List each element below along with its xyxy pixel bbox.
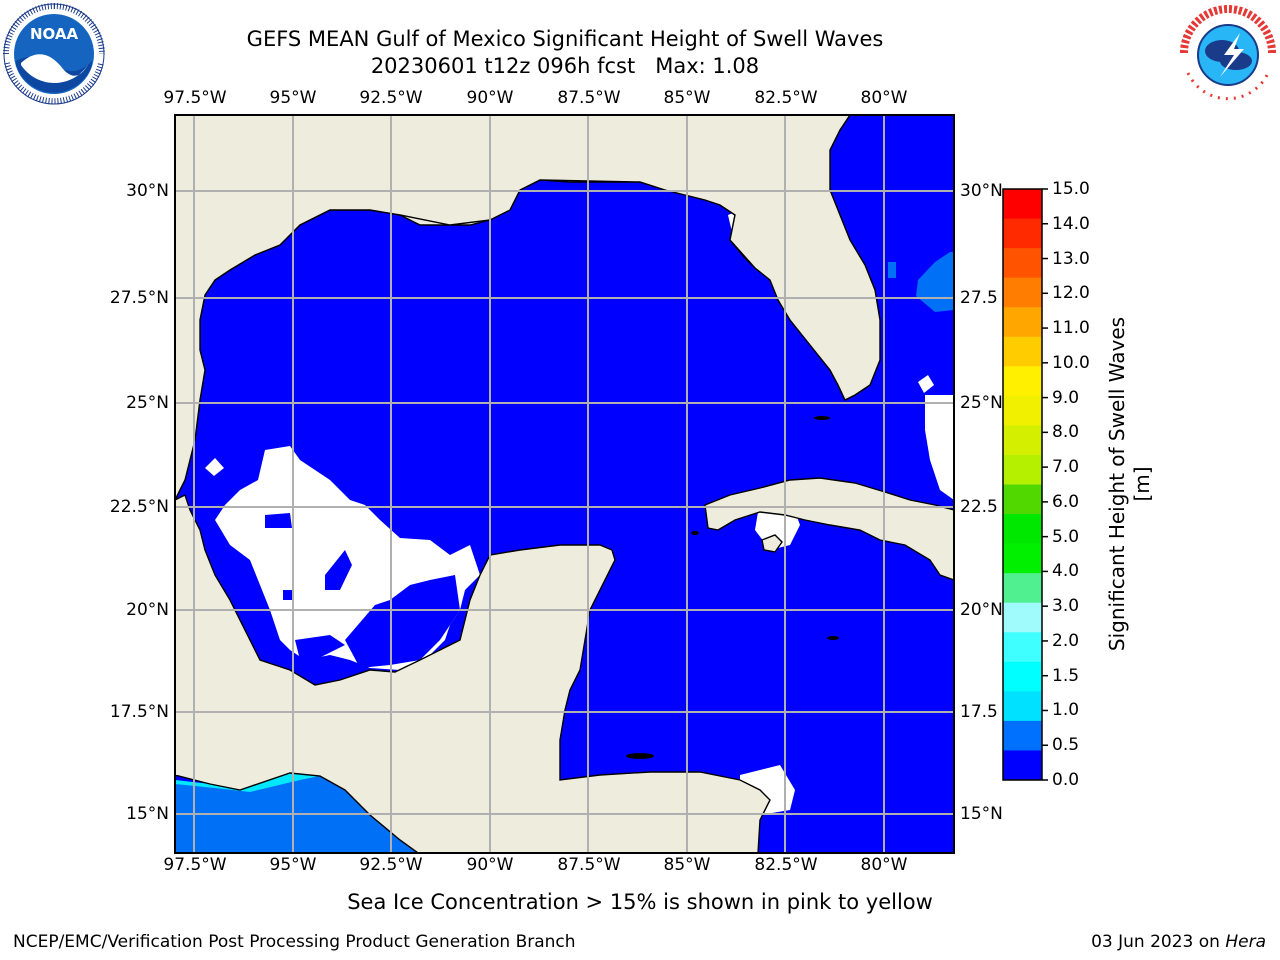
lon-label-bottom: 90°W (466, 855, 514, 875)
colorbar-segment (1003, 454, 1042, 485)
footer-date: 03 Jun 2023 on Hera (1091, 932, 1266, 952)
chart-subtitle: 20230601 t12z 096h fcst Max: 1.08 (370, 54, 760, 78)
colorbar (1003, 188, 1048, 781)
colorbar-tick-label: 2.0 (1052, 630, 1080, 651)
lon-label-top: 90°W (466, 88, 514, 108)
colorbar-tick-label: 10.0 (1052, 352, 1090, 373)
colorbar-segment (1003, 366, 1042, 397)
colorbar-segment (1003, 602, 1042, 633)
lon-label-bottom: 92.5°W (359, 855, 423, 875)
footer-credit: NCEP/EMC/Verification Post Processing Pr… (13, 932, 576, 952)
colorbar-title: Significant Height of Swell Waves [m] (1105, 316, 1154, 652)
land-masses (175, 115, 954, 853)
colorbar-tick-label: 0.5 (1052, 735, 1080, 756)
swell-cutouts (265, 513, 460, 668)
colorbar-frame (1002, 188, 1043, 781)
colorbar-tick-label: 4.0 (1052, 561, 1080, 582)
lon-label-top: 95°W (269, 88, 317, 108)
lat-label-left: 20°N (126, 600, 169, 620)
colorbar-tick-label: 13.0 (1052, 248, 1090, 269)
colorbar-segment (1003, 573, 1042, 604)
svg-text:NOAA: NOAA (30, 25, 79, 43)
sea-ice-note-text: Sea Ice Concentration > 15% is shown in … (347, 890, 933, 914)
lat-label-right: 15°N (960, 804, 1003, 824)
colorbar-tick-label: 9.0 (1052, 387, 1080, 408)
colorbar-segment (1003, 248, 1042, 279)
small-islands (626, 416, 839, 759)
lon-label-top: 82.5°W (754, 88, 818, 108)
lon-label-bottom: 80°W (860, 855, 908, 875)
lat-label-left: 15°N (126, 804, 169, 824)
chart-title: GEFS MEAN Gulf of Mexico Significant Hei… (246, 27, 884, 51)
colorbar-segment (1003, 661, 1042, 692)
colorbar-segment (1003, 632, 1042, 663)
colorbar-segment (1003, 543, 1042, 574)
footer-date-text: 03 Jun 2023 on (1091, 932, 1226, 952)
colorbar-tick-label: 5.0 (1052, 526, 1080, 547)
lon-label-bottom: 82.5°W (754, 855, 818, 875)
colorbar-tick-label: 1.5 (1052, 665, 1080, 686)
colorbar-segment (1003, 307, 1042, 338)
colorbar-tick-label: 0.0 (1052, 770, 1080, 790)
map-frame (174, 114, 955, 854)
lon-label-bottom: 87.5°W (557, 855, 621, 875)
lat-label-left: 22.5°N (109, 497, 169, 517)
colorbar-segment (1003, 425, 1042, 456)
lat-label-right: 30°N (960, 181, 1003, 201)
footer-host: Hera (1225, 932, 1266, 952)
lon-label-top: 92.5°W (359, 88, 423, 108)
colorbar-segment (1003, 720, 1042, 751)
colorbar-tick-label: 12.0 (1052, 283, 1090, 304)
lon-label-bottom: 85°W (663, 855, 711, 875)
colorbar-tick-label: 3.0 (1052, 596, 1080, 617)
lon-label-bottom: 95°W (269, 855, 317, 875)
noaa-logo: NOAA (3, 3, 105, 105)
graticule (175, 115, 954, 853)
lat-label-right: 27.5 (960, 288, 998, 308)
lon-label-top: 85°W (663, 88, 711, 108)
lat-label-left: 27.5°N (109, 288, 169, 308)
lat-label-left: 30°N (126, 181, 169, 201)
colorbar-segment (1003, 189, 1042, 220)
colorbar-segment (1003, 336, 1042, 367)
colorbar-segment (1003, 514, 1042, 545)
lon-label-bottom: 97.5°W (163, 855, 227, 875)
lon-label-top: 87.5°W (557, 88, 621, 108)
colorbar-tick-label: 15.0 (1052, 179, 1090, 199)
lat-label-right: 25°N (960, 393, 1003, 413)
lon-label-top: 97.5°W (163, 88, 227, 108)
colorbar-segment (1003, 691, 1042, 722)
colorbar-segment (1003, 395, 1042, 426)
colorbar-segment (1003, 277, 1042, 308)
colorbar-segment (1003, 484, 1042, 515)
colorbar-tick-label: 7.0 (1052, 457, 1080, 478)
lat-label-right: 20°N (960, 600, 1003, 620)
lat-label-right: 17.5 (960, 702, 998, 722)
colorbar-segment (1003, 750, 1042, 781)
pacific-swell-high (175, 773, 320, 792)
colorbar-tick-label: 8.0 (1052, 422, 1080, 443)
lat-label-left: 25°N (126, 393, 169, 413)
colorbar-tick-label: 14.0 (1052, 213, 1090, 234)
lat-label-right: 22.5 (960, 497, 998, 517)
colorbar-tick-label: 6.0 (1052, 491, 1080, 512)
atlantic-swell-patch (888, 262, 896, 278)
lat-label-left: 17.5°N (109, 702, 169, 722)
sea-ice-note: Sea Ice Concentration > 15% is shown in … (0, 890, 1280, 914)
colorbar-tick-label: 11.0 (1052, 318, 1090, 339)
nws-logo (1180, 5, 1276, 101)
colorbar-segment (1003, 218, 1042, 249)
colorbar-tick-label: 1.0 (1052, 700, 1080, 721)
lon-label-top: 80°W (860, 88, 908, 108)
